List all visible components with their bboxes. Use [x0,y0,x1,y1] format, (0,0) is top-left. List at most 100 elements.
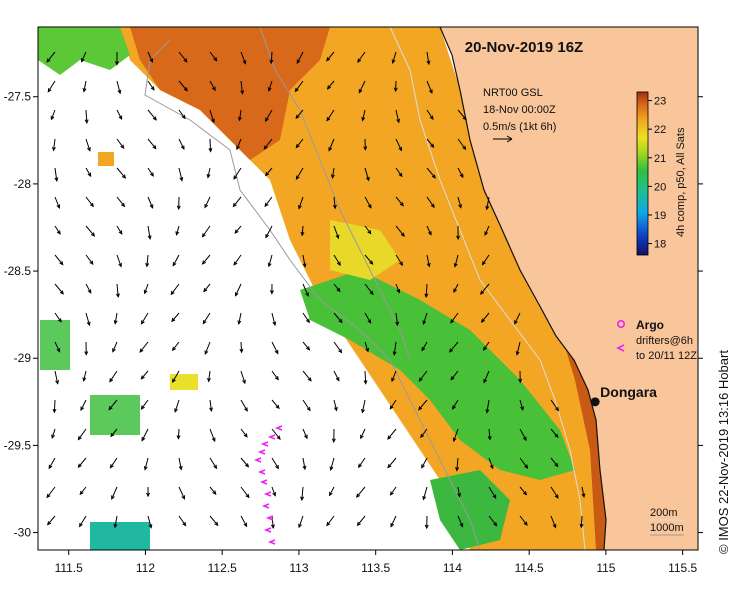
current-vector-head [172,262,177,267]
current-vector-head [237,320,242,325]
current-vector-head [56,204,61,209]
current-vector-head [484,231,489,236]
current-vector-head [87,172,92,178]
current-vector [391,370,397,382]
current-vector-head [204,203,209,209]
x-tick-label: 112 [136,561,155,575]
current-vector-head [234,292,239,297]
current-vector-head [171,317,176,323]
current-vector [209,399,212,411]
current-vector-head [118,262,122,268]
current-vector-head [267,262,272,268]
current-vector-head [50,115,55,121]
current-vector-head [453,263,458,268]
current-vector-head [424,293,429,299]
drifter-legend-icon [616,344,625,352]
drifter-position [263,491,272,497]
current-vector [47,515,56,525]
current-vector [147,225,151,239]
current-vector-head [243,522,248,528]
land-mass [440,27,698,550]
current-vector [333,399,338,411]
x-tick-label: 112.5 [208,561,237,575]
current-vector-head [245,493,250,499]
current-vector [426,254,430,267]
current-vector-head [145,262,150,268]
current-vector-head [485,409,490,414]
current-vector-head [239,348,244,354]
current-vector [46,51,56,63]
current-vector [456,457,459,471]
current-vector-head [302,263,307,268]
current-vector-head [387,464,392,469]
current-vector [203,283,211,292]
current-vector [295,167,304,180]
current-vector [488,486,497,499]
current-vector [208,370,211,382]
current-vector [362,109,366,121]
current-vector [51,428,56,439]
current-vector-head [360,434,364,440]
current-vector [178,515,186,526]
current-vector-head [296,59,301,64]
current-vector [333,283,341,292]
current-vector [457,486,461,497]
drifter-legend-line2: to 20/11 12Z [636,350,697,362]
current-vector [78,428,87,440]
drifter-position [274,425,283,431]
current-vector [240,457,249,468]
current-vector-head [84,351,89,356]
current-vector-head [263,145,268,150]
current-vector [333,341,342,353]
current-vector [79,486,87,495]
current-vector [234,225,242,234]
current-vector-head [86,321,91,327]
current-vector [301,486,304,500]
bathymetry-legend-200m: 200m [650,507,678,519]
current-vector [395,109,400,123]
current-vector [85,225,95,237]
current-vector [54,225,61,235]
current-vector-head [331,438,336,443]
current-vector [302,457,306,470]
drifter-position [259,479,268,485]
current-vector [47,80,56,92]
current-vector [295,138,304,148]
current-vector [209,109,215,123]
current-vector [422,312,428,325]
current-vector [240,80,243,94]
current-vector [114,312,118,324]
current-vector [420,428,428,438]
current-vector [209,457,217,469]
current-vector-head [236,145,240,151]
current-vector-head [295,175,300,181]
current-vector-head [47,88,52,93]
current-vector [457,515,464,527]
current-vector-head [514,320,518,325]
argo-legend-title: Argo [636,318,664,332]
y-tick-label: -29.5 [4,438,32,452]
current-vector-head [274,376,279,381]
current-vector [450,312,459,324]
current-vector [268,254,273,267]
colorbar-tick-label: 23 [654,96,666,108]
current-vector [54,370,59,384]
current-vector-head [240,90,245,95]
current-vector [425,283,428,298]
current-vector [178,80,188,92]
current-vector-head [306,406,311,412]
current-vector-head [363,146,368,151]
current-vector [53,138,56,151]
current-vector [240,399,248,412]
current-vector [240,341,243,353]
current-vector-head [399,261,403,267]
current-vector [174,399,180,412]
current-vector [80,399,87,411]
current-vector-head [356,521,361,527]
current-vector-head [46,493,51,499]
current-vector [109,370,118,382]
current-vector [516,341,521,355]
current-vector-head [361,116,366,122]
current-vector-head [462,116,467,121]
current-vector [209,80,216,91]
